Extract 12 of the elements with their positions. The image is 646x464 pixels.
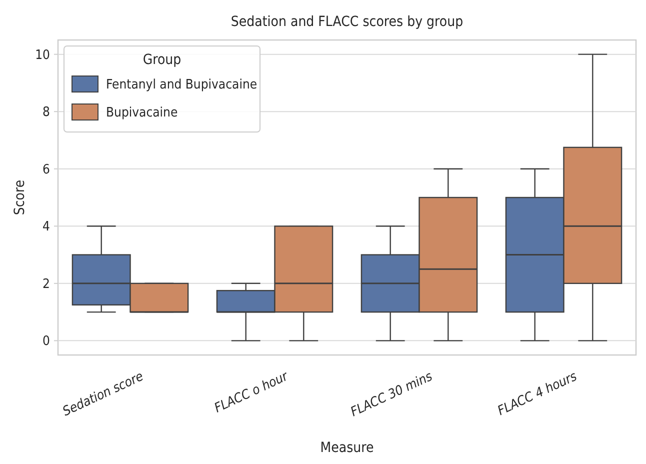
x-axis-title: Measure xyxy=(320,440,374,456)
y-tick-label: 10 xyxy=(35,48,50,63)
legend-title: Group xyxy=(142,52,182,68)
y-tick-label: 0 xyxy=(42,334,50,350)
legend-label: Bupivacaine xyxy=(106,106,178,121)
chart-title: Sedation and FLACC scores by group xyxy=(230,14,464,30)
y-tick-label: 4 xyxy=(42,220,50,235)
y-tick-label: 8 xyxy=(42,105,50,120)
y-tick-label: 2 xyxy=(42,276,50,292)
legend-label: Fentanyl and Bupivacaine xyxy=(106,78,258,93)
y-axis-title: Score xyxy=(12,180,28,216)
y-tick-label: 6 xyxy=(42,162,50,178)
